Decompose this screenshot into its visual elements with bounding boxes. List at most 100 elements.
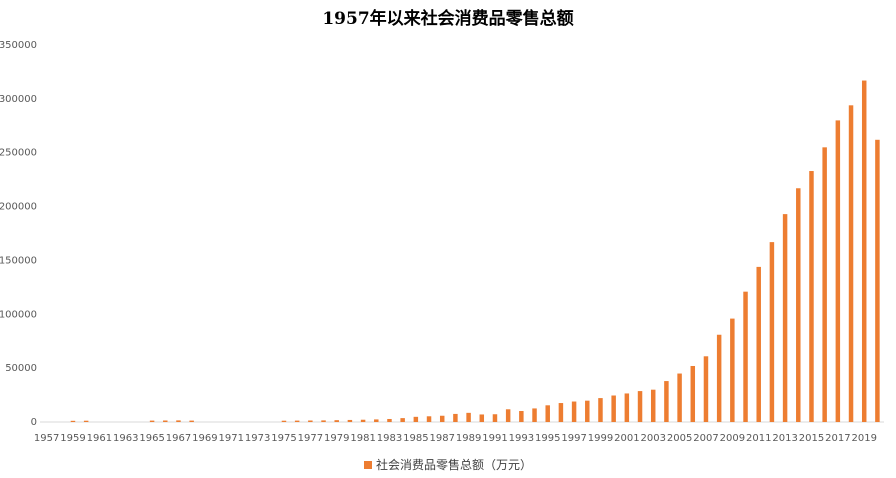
bar	[149, 420, 155, 422]
x-axis-ticks: 1957 1959 1961 1963 1965 1967 1969 1971 1973 1975…	[34, 433, 877, 444]
bar	[532, 408, 537, 422]
bar	[387, 418, 392, 422]
bar	[347, 419, 353, 422]
x-tick-label: 1999	[588, 433, 613, 444]
bar	[426, 416, 432, 422]
bar	[624, 393, 630, 422]
chart-title: 1957年以来社会消费品零售总额	[322, 9, 574, 29]
x-tick-label: 2015	[799, 433, 824, 444]
x-tick-label: 1981	[350, 433, 375, 444]
bar	[637, 391, 643, 422]
bar	[70, 420, 76, 422]
bar	[835, 120, 841, 423]
x-tick-label: 1971	[218, 433, 243, 444]
x-tick-label: 1961	[87, 433, 112, 444]
x-tick-label: 1969	[192, 433, 217, 444]
bar-series	[70, 80, 880, 423]
bar	[294, 420, 300, 422]
x-tick-label: 1979	[324, 433, 349, 444]
x-tick-label: 1993	[509, 433, 534, 444]
bar	[374, 419, 379, 422]
x-tick-label: 1973	[245, 433, 270, 444]
bar	[677, 373, 682, 422]
x-tick-label: 1959	[60, 433, 85, 444]
x-tick-label: 2007	[693, 433, 718, 444]
bar	[598, 398, 603, 422]
bar	[611, 395, 616, 422]
bar	[769, 242, 775, 422]
legend: 社会消费品零售总额（万元）	[0, 456, 896, 473]
bar	[413, 416, 419, 422]
x-tick-label: 1987	[429, 433, 454, 444]
bar	[308, 420, 313, 422]
y-tick-label: 100000	[0, 309, 37, 320]
x-tick-label: 1975	[271, 433, 296, 444]
x-tick-label: 2009	[720, 433, 745, 444]
x-tick-label: 1991	[482, 433, 507, 444]
legend-label: 社会消费品零售总额（万元）	[375, 458, 532, 472]
x-tick-label: 2011	[746, 433, 771, 444]
legend-swatch	[363, 461, 372, 469]
y-tick-label: 350000	[0, 40, 37, 51]
x-tick-label: 1983	[377, 433, 402, 444]
x-tick-label: 1965	[139, 433, 164, 444]
bar	[756, 266, 761, 422]
bar	[492, 414, 498, 422]
bar	[716, 334, 722, 422]
y-tick-label: 150000	[0, 255, 37, 266]
bar	[163, 420, 168, 422]
bar	[281, 420, 287, 422]
bar	[334, 420, 339, 422]
bar	[321, 420, 326, 422]
bar	[796, 188, 801, 422]
x-tick-label: 2003	[640, 433, 665, 444]
bar	[83, 420, 89, 422]
x-tick-label: 1985	[403, 433, 428, 444]
x-tick-label: 1957	[34, 433, 59, 444]
bar	[505, 409, 511, 422]
x-tick-label: 2001	[614, 433, 639, 444]
bar	[743, 291, 748, 422]
bar	[439, 415, 445, 422]
y-tick-label: 200000	[0, 202, 37, 213]
bar	[519, 411, 524, 422]
x-tick-label: 1963	[113, 433, 138, 444]
bar	[558, 403, 564, 422]
x-tick-label: 2005	[667, 433, 692, 444]
y-axis-ticks: 0 50000 100000 150000 200000 250000 300000 3500…	[0, 40, 37, 428]
x-tick-label: 2019	[851, 433, 876, 444]
x-tick-label: 1967	[166, 433, 191, 444]
x-tick-label: 1977	[298, 433, 323, 444]
bar	[730, 318, 735, 422]
y-tick-label: 250000	[0, 148, 37, 159]
bar	[571, 401, 577, 422]
x-tick-label: 1995	[535, 433, 560, 444]
bar	[650, 389, 656, 422]
x-tick-label: 2013	[772, 433, 797, 444]
y-tick-label: 300000	[0, 94, 37, 105]
x-tick-label: 1997	[561, 433, 586, 444]
x-tick-label: 1989	[456, 433, 481, 444]
bar	[189, 420, 194, 422]
bar	[466, 412, 471, 422]
x-tick-label: 2017	[825, 433, 850, 444]
bar	[585, 400, 590, 422]
bar	[453, 413, 458, 422]
bar	[690, 365, 696, 422]
bar	[848, 105, 854, 422]
bar	[703, 356, 709, 422]
bar	[545, 405, 550, 422]
bar	[664, 381, 669, 422]
bar	[822, 147, 827, 423]
bar	[782, 214, 788, 422]
bar	[861, 80, 867, 422]
bar	[875, 139, 880, 422]
y-tick-label: 50000	[5, 363, 37, 374]
bar	[400, 418, 405, 422]
y-tick-label: 0	[31, 417, 37, 428]
bar	[360, 419, 366, 422]
bar	[176, 420, 181, 422]
bar	[479, 414, 485, 422]
bar	[809, 171, 814, 422]
